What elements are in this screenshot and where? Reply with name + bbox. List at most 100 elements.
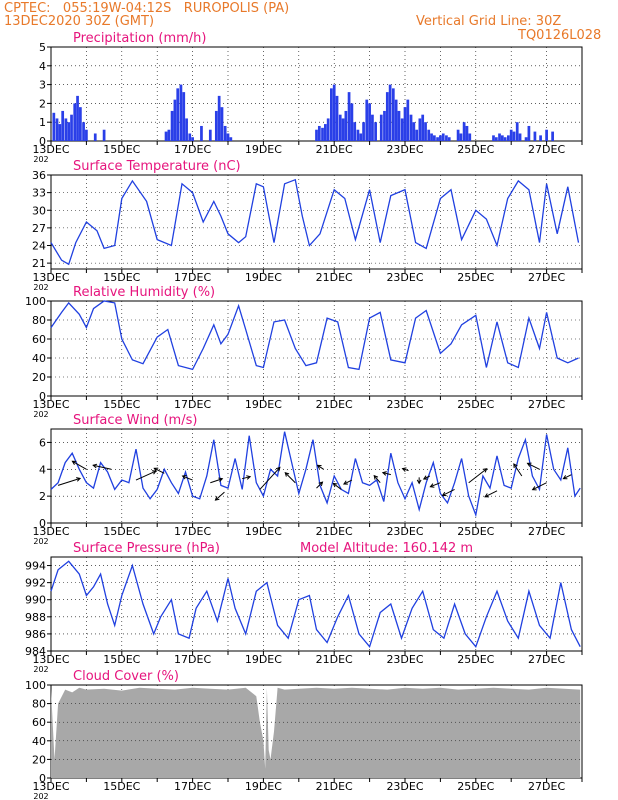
- precipitation-bar: [533, 131, 537, 141]
- wind-vector-arrow: [373, 474, 381, 484]
- wind-vector-arrow: [92, 463, 112, 470]
- cloud-cover-ytick-label: 80: [32, 698, 46, 711]
- precipitation-bar: [509, 129, 513, 141]
- relative-humidity-xtick-label: 19DEC: [245, 398, 282, 411]
- surface-pressure-title: Surface Pressure (hPa): [73, 541, 220, 556]
- precipitation-bar: [436, 137, 439, 141]
- surface-temperature-series-line: [50, 178, 580, 266]
- surface-wind-xtick-label: 13DEC: [32, 525, 69, 538]
- surface-pressure-xtick-label: 27DEC: [528, 653, 565, 666]
- cloud-cover-xtick-label: 27DEC: [528, 780, 565, 793]
- precipitation-bar: [551, 131, 554, 141]
- relative-humidity-xtick-label: 21DEC: [316, 398, 353, 411]
- surface-wind-xtick-label: 21DEC: [316, 525, 353, 538]
- precipitation-bar: [500, 135, 504, 141]
- precipitation-bar: [383, 110, 386, 141]
- precipitation-bar: [424, 122, 427, 141]
- cloud-cover-ytick-label: 0: [39, 772, 46, 785]
- surface-temperature-ytick-label: 33: [32, 187, 46, 200]
- surface-pressure-xtick-label: 23DEC: [386, 653, 423, 666]
- precipitation-bar: [439, 135, 442, 141]
- surface-temperature-xtick-label: 21DEC: [316, 271, 353, 284]
- surface-wind-series-line: [50, 431, 581, 518]
- precipitation-bar: [527, 125, 531, 141]
- precipitation-bar: [462, 122, 466, 141]
- precipitation-bar: [173, 99, 177, 141]
- precipitation-ytick-label: 4: [39, 60, 46, 73]
- precipitation-ytick-label: 3: [39, 79, 46, 92]
- precipitation-bar: [421, 114, 425, 141]
- surface-pressure-ytick-label: 986: [25, 628, 46, 641]
- precipitation-xtick-label: 21DEC: [316, 143, 353, 156]
- precipitation-bar: [503, 137, 507, 141]
- precipitation-bar: [52, 112, 56, 141]
- precipitation-bar: [418, 118, 422, 141]
- wind-vector-arrow: [401, 467, 409, 472]
- precipitation-bar: [498, 133, 501, 141]
- relative-humidity-frame: [50, 300, 583, 397]
- wind-vector-arrow: [526, 462, 540, 470]
- precipitation-bar: [102, 129, 106, 141]
- precipitation-xtick-label: 19DEC: [245, 143, 282, 156]
- surface-temperature-ytick-label: 21: [32, 257, 46, 270]
- precipitation-bar: [341, 118, 345, 141]
- precipitation-title: Precipitation (mm/h): [73, 31, 206, 46]
- relative-humidity-xtick-label: 17DEC: [174, 398, 211, 411]
- precipitation-bar: [182, 92, 186, 141]
- surface-wind-xtick-label: 23DEC: [386, 525, 423, 538]
- precipitation-bar: [415, 129, 419, 141]
- precipitation-bar: [492, 135, 495, 141]
- relative-humidity-xtick-label: 15DEC: [103, 398, 140, 411]
- precipitation-bar: [512, 131, 516, 141]
- wind-vector-arrow: [513, 463, 523, 477]
- surface-pressure-xtick-label: 19DEC: [245, 653, 282, 666]
- cloud-cover-xtick-label: 19DEC: [245, 780, 282, 793]
- precipitation-bar: [79, 107, 82, 141]
- wind-vector-arrow: [468, 468, 488, 484]
- relative-humidity-ytick-label: 80: [32, 314, 46, 327]
- precipitation-bar: [350, 103, 354, 141]
- cloud-cover-ytick-label: 100: [25, 679, 46, 692]
- precipitation-bar: [164, 131, 168, 141]
- precipitation-bar: [208, 129, 212, 141]
- wind-vector-arrow: [422, 475, 431, 480]
- cloud-cover-xtick-label: 23DEC: [386, 780, 423, 793]
- surface-wind-ytick-label: 6: [39, 436, 46, 449]
- surface-pressure-ytick-label: 988: [25, 611, 46, 624]
- relative-humidity-xtick-label: 23DEC: [386, 398, 423, 411]
- surface-pressure-ytick-label: 994: [25, 560, 46, 573]
- precipitation-bar: [356, 129, 360, 141]
- cloud-cover-ytick-label: 40: [32, 735, 46, 748]
- precipitation-bar: [368, 103, 371, 141]
- surface-temperature-xtick-label: 27DEC: [528, 271, 565, 284]
- precipitation-bar: [73, 103, 77, 141]
- wind-vector-arrow: [214, 491, 225, 501]
- precipitation-bar: [76, 95, 79, 141]
- precipitation-bar: [223, 125, 227, 141]
- precipitation-ytick-label: 1: [39, 116, 46, 129]
- surface-pressure-annotation: Model Altitude: 160.142 m: [300, 541, 473, 556]
- precipitation-bar: [200, 125, 203, 141]
- header-run-time: 13DEC2020 30Z (GMT): [4, 14, 155, 29]
- relative-humidity-ytick-label: 60: [32, 333, 46, 346]
- precipitation-bar: [70, 114, 73, 141]
- wind-vector-arrow: [416, 477, 422, 485]
- relative-humidity-year-label: 202: [33, 410, 48, 419]
- precipitation-bar: [64, 118, 68, 141]
- cloud-cover-xtick-label: 15DEC: [103, 780, 140, 793]
- precipitation-bar: [359, 133, 363, 141]
- surface-pressure-xtick-label: 15DEC: [103, 653, 140, 666]
- cloud-cover-xtick-label: 25DEC: [457, 780, 494, 793]
- precipitation-xtick-label: 17DEC: [174, 143, 211, 156]
- surface-temperature-ytick-label: 30: [32, 204, 46, 217]
- precipitation-bar: [441, 133, 445, 141]
- relative-humidity-xtick-label: 25DEC: [457, 398, 494, 411]
- surface-temperature-xtick-label: 13DEC: [32, 271, 69, 284]
- surface-wind-xtick-label: 25DEC: [457, 525, 494, 538]
- wind-vector-arrow: [429, 482, 441, 488]
- precipitation-xtick-label: 27DEC: [528, 143, 565, 156]
- wind-vector-arrow: [381, 471, 391, 476]
- relative-humidity-xtick-label: 13DEC: [32, 398, 69, 411]
- precipitation-bar: [433, 135, 436, 141]
